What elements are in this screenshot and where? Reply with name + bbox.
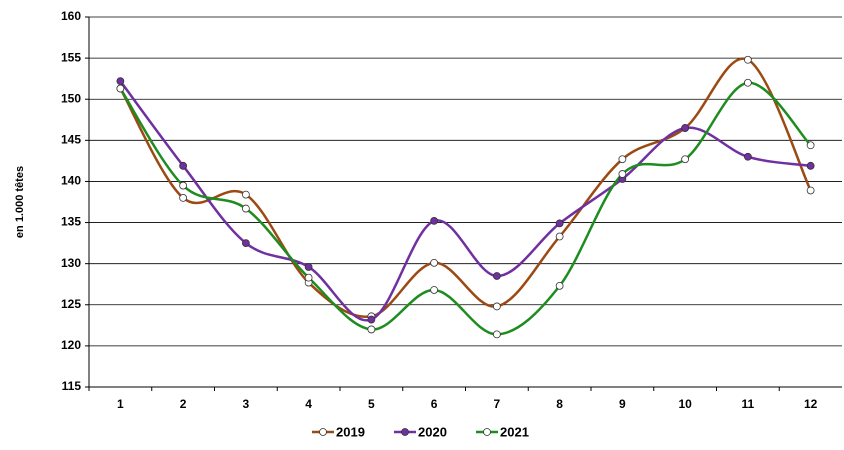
series-line [119, 57, 812, 318]
data-point [241, 204, 250, 213]
data-point [618, 155, 627, 164]
legend-marker [401, 428, 409, 436]
legend-marker [483, 428, 491, 436]
legend-label: 2019 [336, 424, 365, 439]
y-tick-label: 155 [61, 50, 81, 64]
data-point [555, 219, 564, 228]
y-tick-label: 140 [61, 174, 81, 188]
legend-marker [319, 428, 327, 436]
legend-label: 2021 [500, 424, 529, 439]
data-point [806, 141, 815, 150]
y-tick-label: 120 [61, 338, 81, 352]
data-point [743, 78, 752, 87]
data-point [681, 155, 690, 164]
y-tick-label: 150 [61, 91, 81, 105]
x-tick-label: 5 [368, 397, 375, 411]
x-tick-label: 8 [556, 397, 563, 411]
y-axis-label: en 1.000 têtes [14, 166, 26, 238]
data-point [367, 315, 376, 324]
data-point [304, 263, 313, 271]
data-point [304, 273, 313, 282]
data-point [743, 55, 752, 64]
x-tick-label: 9 [619, 397, 626, 411]
y-tick-label: 115 [62, 379, 82, 393]
data-point [430, 217, 439, 225]
x-tick-label: 6 [431, 397, 438, 411]
y-tick-label: 130 [61, 256, 81, 270]
data-point [618, 170, 627, 178]
data-point [179, 181, 188, 190]
data-point [492, 272, 501, 280]
series-line [119, 81, 812, 336]
data-point [492, 302, 501, 311]
x-tick-label: 12 [804, 397, 818, 411]
y-tick-label: 145 [61, 133, 81, 147]
data-point [179, 193, 188, 202]
data-point [430, 286, 439, 294]
data-point [555, 281, 564, 290]
y-tick-label: 160 [61, 9, 81, 23]
data-point [743, 152, 752, 161]
data-point [681, 124, 690, 132]
data-point [430, 258, 439, 267]
data-point [241, 239, 250, 248]
data-point [179, 161, 188, 170]
data-point [555, 232, 564, 241]
legend-label: 2020 [418, 424, 447, 439]
x-tick-label: 4 [305, 397, 312, 411]
data-point [116, 84, 125, 93]
x-tick-label: 2 [180, 397, 187, 411]
data-point [367, 325, 376, 334]
data-point [116, 77, 125, 86]
x-tick-label: 11 [742, 397, 755, 411]
data-point [806, 161, 815, 170]
x-tick-label: 3 [243, 397, 250, 411]
data-point [241, 190, 250, 199]
x-tick-label: 10 [678, 397, 692, 411]
x-tick-label: 1 [117, 397, 124, 411]
data-point [492, 330, 501, 339]
y-tick-label: 135 [61, 215, 81, 229]
x-tick-label: 7 [494, 397, 501, 411]
y-tick-label: 125 [61, 297, 81, 311]
data-point [806, 186, 815, 195]
